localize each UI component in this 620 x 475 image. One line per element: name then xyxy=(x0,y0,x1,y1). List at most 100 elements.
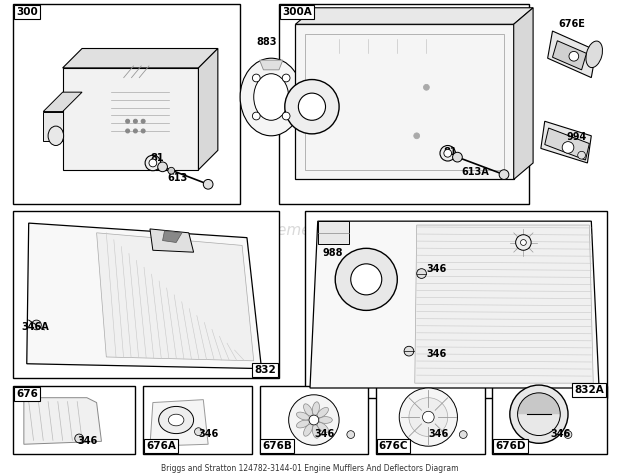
Ellipse shape xyxy=(317,408,329,418)
Circle shape xyxy=(289,395,339,445)
Ellipse shape xyxy=(586,41,603,67)
Circle shape xyxy=(569,51,578,61)
Text: 346: 346 xyxy=(427,264,446,274)
Text: 81: 81 xyxy=(444,147,458,157)
Circle shape xyxy=(423,85,429,90)
Circle shape xyxy=(335,248,397,310)
Circle shape xyxy=(157,162,167,171)
Circle shape xyxy=(578,152,585,159)
Polygon shape xyxy=(310,221,599,388)
Polygon shape xyxy=(43,112,63,141)
Text: 346A: 346A xyxy=(21,322,49,332)
Circle shape xyxy=(516,235,531,250)
Circle shape xyxy=(252,112,260,120)
Text: 676D: 676D xyxy=(495,441,526,451)
Circle shape xyxy=(453,152,463,162)
Ellipse shape xyxy=(304,404,312,416)
Ellipse shape xyxy=(296,412,309,420)
Polygon shape xyxy=(296,8,533,24)
Polygon shape xyxy=(545,128,590,160)
Ellipse shape xyxy=(48,126,64,145)
Circle shape xyxy=(282,74,290,82)
Text: 676B: 676B xyxy=(262,441,293,451)
Text: eReplacementParts.com: eReplacementParts.com xyxy=(216,223,404,238)
Polygon shape xyxy=(24,398,102,444)
Circle shape xyxy=(282,112,290,120)
Circle shape xyxy=(440,145,456,161)
Circle shape xyxy=(417,269,427,278)
Circle shape xyxy=(252,74,260,82)
Polygon shape xyxy=(150,399,208,446)
Text: 300A: 300A xyxy=(282,7,312,17)
Circle shape xyxy=(149,159,157,167)
Circle shape xyxy=(562,142,574,153)
Text: 613A: 613A xyxy=(461,167,489,177)
Polygon shape xyxy=(552,41,587,70)
Circle shape xyxy=(133,129,138,133)
Polygon shape xyxy=(415,225,593,383)
Polygon shape xyxy=(63,48,218,68)
Polygon shape xyxy=(296,24,514,180)
Circle shape xyxy=(203,180,213,189)
Circle shape xyxy=(75,434,84,443)
Circle shape xyxy=(195,428,202,436)
Circle shape xyxy=(145,155,161,171)
Polygon shape xyxy=(97,233,254,361)
Ellipse shape xyxy=(304,424,312,436)
Text: 346: 346 xyxy=(427,349,446,359)
Circle shape xyxy=(399,388,458,446)
Polygon shape xyxy=(260,60,283,70)
Text: 676: 676 xyxy=(16,389,38,399)
Circle shape xyxy=(141,129,145,133)
Ellipse shape xyxy=(159,407,193,434)
Ellipse shape xyxy=(312,402,319,415)
Circle shape xyxy=(351,264,382,295)
Text: 676C: 676C xyxy=(379,441,409,451)
Text: Briggs and Stratton 124782-3144-01 Engine Mufflers And Deflectors Diagram: Briggs and Stratton 124782-3144-01 Engin… xyxy=(161,464,459,473)
Circle shape xyxy=(404,346,414,356)
Circle shape xyxy=(564,431,572,438)
Circle shape xyxy=(422,411,434,423)
Circle shape xyxy=(510,385,568,443)
Circle shape xyxy=(32,320,42,330)
Bar xyxy=(305,211,607,398)
Text: 346: 346 xyxy=(78,437,97,446)
Polygon shape xyxy=(547,31,596,77)
Text: 676A: 676A xyxy=(146,441,176,451)
Ellipse shape xyxy=(254,74,289,120)
Polygon shape xyxy=(27,223,262,369)
Text: 346: 346 xyxy=(551,429,571,439)
Bar xyxy=(492,386,607,454)
Bar xyxy=(13,4,240,204)
Text: 988: 988 xyxy=(322,248,343,258)
Text: 300: 300 xyxy=(16,7,38,17)
Text: 346: 346 xyxy=(198,429,219,439)
Circle shape xyxy=(298,93,326,120)
Polygon shape xyxy=(150,229,193,252)
Circle shape xyxy=(521,239,526,246)
Polygon shape xyxy=(541,121,591,163)
Text: 676E: 676E xyxy=(559,19,585,29)
Bar xyxy=(260,386,368,454)
Polygon shape xyxy=(43,92,82,112)
Bar xyxy=(279,4,529,204)
Text: 81: 81 xyxy=(150,153,164,163)
Wedge shape xyxy=(518,393,560,414)
Circle shape xyxy=(309,415,319,425)
Ellipse shape xyxy=(296,420,309,428)
Text: 346: 346 xyxy=(315,429,335,439)
Polygon shape xyxy=(514,8,533,180)
Text: 883: 883 xyxy=(257,37,277,47)
Circle shape xyxy=(499,170,509,180)
Circle shape xyxy=(444,149,451,157)
Bar xyxy=(13,211,279,378)
Text: 832A: 832A xyxy=(574,385,604,395)
Polygon shape xyxy=(63,68,198,170)
Text: 346: 346 xyxy=(428,429,449,439)
Ellipse shape xyxy=(319,417,332,423)
Circle shape xyxy=(133,119,138,123)
Text: 613: 613 xyxy=(167,172,188,183)
Ellipse shape xyxy=(317,422,329,433)
Circle shape xyxy=(459,431,467,438)
Circle shape xyxy=(414,133,420,139)
